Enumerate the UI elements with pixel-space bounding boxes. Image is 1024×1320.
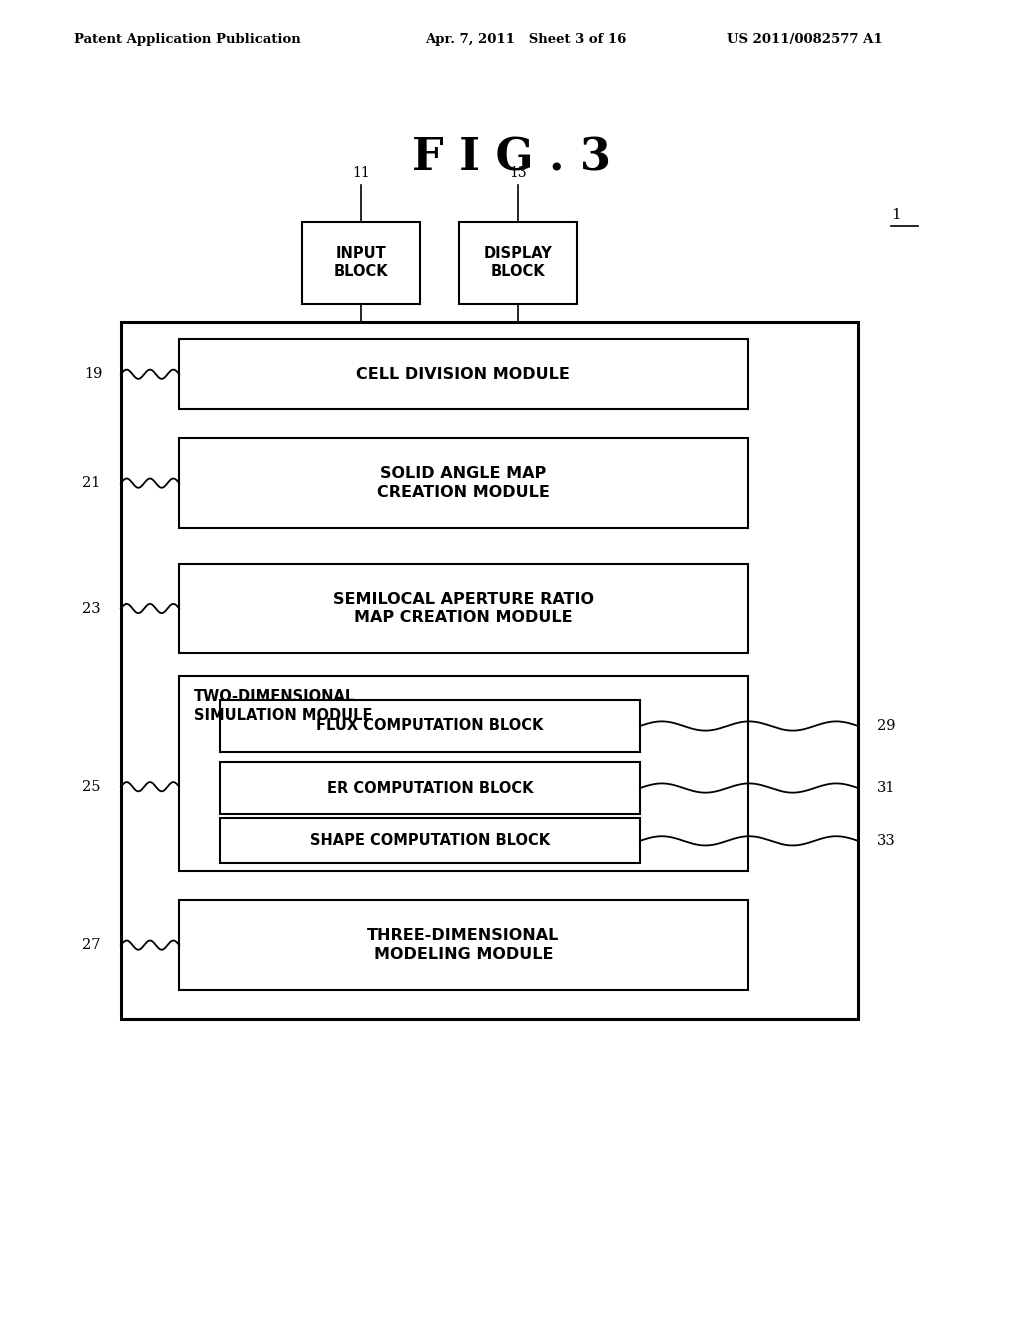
Text: INPUT
BLOCK: INPUT BLOCK	[334, 246, 388, 280]
Text: 21: 21	[82, 477, 100, 490]
Text: 23: 23	[82, 602, 100, 615]
Text: 31: 31	[877, 781, 895, 795]
Text: THREE-DIMENSIONAL
MODELING MODULE: THREE-DIMENSIONAL MODELING MODULE	[368, 928, 559, 962]
Text: 29: 29	[877, 719, 895, 733]
Text: 11: 11	[352, 165, 370, 180]
Bar	[220, 818, 640, 863]
Text: Patent Application Publication: Patent Application Publication	[74, 33, 300, 46]
Text: 33: 33	[877, 834, 895, 847]
Text: SEMILOCAL APERTURE RATIO
MAP CREATION MODULE: SEMILOCAL APERTURE RATIO MAP CREATION MO…	[333, 591, 594, 626]
Bar	[121, 322, 858, 1019]
Text: US 2011/0082577 A1: US 2011/0082577 A1	[727, 33, 883, 46]
Text: 25: 25	[82, 780, 100, 793]
Text: FLUX COMPUTATION BLOCK: FLUX COMPUTATION BLOCK	[316, 718, 544, 734]
Text: 19: 19	[84, 367, 102, 381]
Text: 27: 27	[82, 939, 100, 952]
Text: CELL DIVISION MODULE: CELL DIVISION MODULE	[356, 367, 570, 381]
Bar	[179, 438, 748, 528]
Text: SHAPE COMPUTATION BLOCK: SHAPE COMPUTATION BLOCK	[310, 833, 550, 849]
Bar	[302, 222, 420, 304]
Text: TWO-DIMENSIONAL
SIMULATION MODULE: TWO-DIMENSIONAL SIMULATION MODULE	[194, 689, 372, 722]
Text: DISPLAY
BLOCK: DISPLAY BLOCK	[483, 246, 552, 280]
Bar	[179, 564, 748, 653]
Text: 1: 1	[891, 207, 901, 222]
Text: ER COMPUTATION BLOCK: ER COMPUTATION BLOCK	[327, 780, 534, 796]
Bar	[220, 762, 640, 814]
Text: SOLID ANGLE MAP
CREATION MODULE: SOLID ANGLE MAP CREATION MODULE	[377, 466, 550, 500]
Bar	[459, 222, 577, 304]
Bar	[179, 676, 748, 871]
Text: F I G . 3: F I G . 3	[413, 137, 611, 180]
Text: Apr. 7, 2011   Sheet 3 of 16: Apr. 7, 2011 Sheet 3 of 16	[425, 33, 627, 46]
Bar	[220, 700, 640, 752]
Bar	[179, 339, 748, 409]
Text: 13: 13	[509, 165, 526, 180]
Bar	[179, 900, 748, 990]
